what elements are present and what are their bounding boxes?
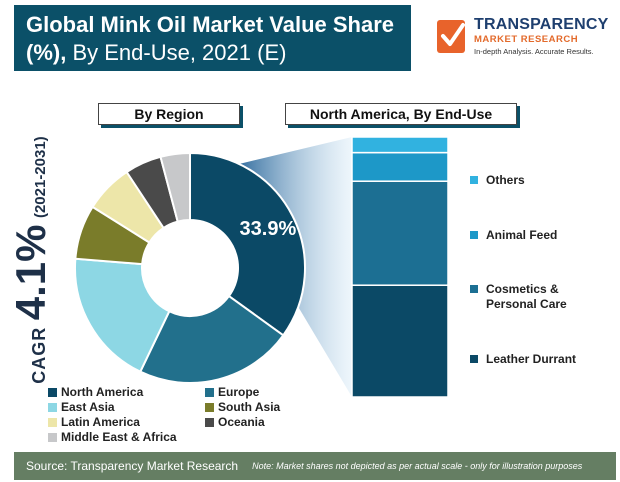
legend-swatch: [205, 402, 214, 412]
source-text: Source: Transparency Market Research: [26, 459, 239, 473]
donut-slice-north-america: [189, 151, 306, 337]
legend-swatch: [48, 387, 57, 397]
legend-label: Middle East & Africa: [61, 430, 177, 444]
legend-label: Europe: [218, 385, 260, 399]
legend-item-cosmetics-personal-care: Cosmetics & Personal Care: [470, 282, 567, 312]
legend-item-leather-durrant: Leather Durrant: [470, 352, 576, 367]
legend-item-latin-america: Latin America: [48, 415, 140, 429]
region-legend: North America Europe East Asia South Asia La…: [48, 385, 348, 447]
legend-item-others: Others: [470, 173, 525, 188]
title-bold: Global Mink Oil Market Value Share (%),: [26, 12, 395, 65]
bar-segment-animal-feed: [351, 151, 449, 182]
company-logo: TRANSPARENCY MARKET RESEARCH In-depth An…: [436, 14, 611, 62]
legend-swatch: [205, 387, 214, 397]
legend-label: South Asia: [218, 400, 281, 414]
legend-item-animal-feed: Animal Feed: [470, 228, 557, 243]
bar-segment-leather-durrant: [351, 284, 449, 398]
legend-item-middle-east-africa: Middle East & Africa: [48, 430, 177, 444]
legend-swatch: [470, 231, 478, 239]
footer-note: Note: Market shares not depicted as per …: [252, 461, 583, 471]
legend-item-east-asia: East Asia: [48, 400, 115, 414]
region-tab: By Region: [98, 103, 240, 125]
bar-segment-others: [351, 136, 449, 154]
bar-segment-cosmetics-personal-care: [351, 180, 449, 286]
legend-label: Leather Durrant: [486, 352, 577, 366]
north-america-tab: North America, By End-Use: [285, 103, 517, 125]
donut-slice-middle-east-africa: [159, 151, 191, 223]
legend-swatch: [48, 432, 57, 442]
legend-label: Latin America: [61, 415, 140, 429]
title-rest: By End-Use, 2021 (E): [72, 40, 287, 65]
legend-label: North America: [61, 385, 144, 399]
legend-item-europe: Europe: [205, 385, 259, 399]
data-label-north-america: 33.9%: [240, 218, 297, 240]
legend-swatch: [470, 285, 478, 293]
legend-swatch: [470, 355, 478, 363]
logo-tagline: In-depth Analysis. Accurate Results.: [474, 47, 594, 56]
legend-label: Oceania: [218, 415, 265, 429]
legend-swatch: [48, 402, 57, 412]
end-use-legend: Others Animal Feed Cosmetics & Personal Ca…: [470, 0, 610, 482]
legend-label: Animal Feed: [486, 228, 558, 242]
donut-slice-europe: [138, 294, 285, 384]
legend-item-north-america: North America: [48, 385, 143, 399]
donut-slice-east-asia: [74, 257, 171, 374]
legend-swatch: [48, 417, 57, 427]
chart-title: Global Mink Oil Market Value Share (%), …: [26, 11, 403, 67]
footer-bar: Source: Transparency Market Research Not…: [14, 452, 616, 480]
legend-item-oceania: Oceania: [205, 415, 265, 429]
legend-swatch: [470, 176, 478, 184]
legend-label: East Asia: [61, 400, 115, 414]
legend-item-south-asia: South Asia: [205, 400, 280, 414]
legend-label: Others: [486, 173, 525, 187]
legend-label: Cosmetics & Personal Care: [486, 282, 567, 311]
legend-swatch: [205, 417, 214, 427]
logo-text-line2: MARKET RESEARCH: [474, 34, 579, 45]
title-banner: Global Mink Oil Market Value Share (%), …: [14, 5, 411, 71]
logo-mark-icon: [437, 20, 465, 53]
logo-text-line1: TRANSPARENCY: [474, 16, 609, 33]
